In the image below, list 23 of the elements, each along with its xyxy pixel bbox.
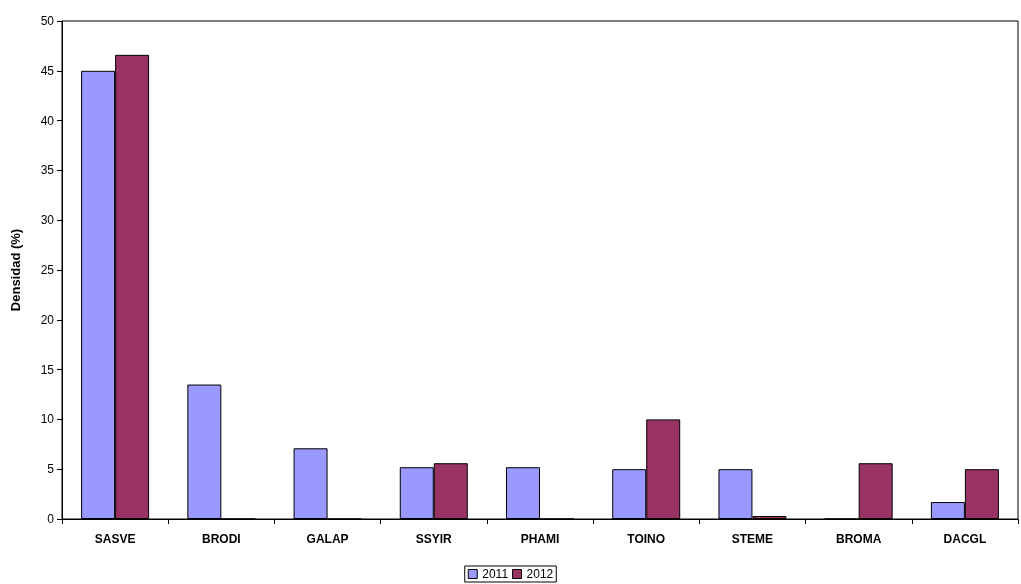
y-axis-title: Densidad (%) xyxy=(8,228,23,312)
y-tick-label: 20 xyxy=(40,312,55,327)
x-tick-label: GALAP xyxy=(306,532,349,546)
y-tick-label: 40 xyxy=(40,113,55,128)
y-tick-label: 45 xyxy=(40,63,55,78)
y-tick-label: 5 xyxy=(47,462,55,477)
legend-label: 2012 xyxy=(526,567,554,581)
x-tick-label: DACGL xyxy=(943,532,987,546)
y-tick-label: 10 xyxy=(40,412,55,427)
x-tick-label: PHAMI xyxy=(520,532,560,546)
x-tick-label: STEME xyxy=(731,532,774,546)
y-tick-label: 30 xyxy=(40,213,55,228)
y-tick-label: 15 xyxy=(40,362,55,377)
x-tick-label: SASVE xyxy=(94,532,136,546)
y-tick-label: 0 xyxy=(47,512,55,526)
x-tick-label: BRODI xyxy=(202,532,241,546)
legend-label: 2011 xyxy=(482,567,509,581)
x-tick-label: SSYIR xyxy=(415,532,453,546)
y-tick-label: 50 xyxy=(40,14,55,28)
y-tick-label: 25 xyxy=(40,263,55,277)
y-tick-label: 35 xyxy=(40,163,55,178)
x-tick-label: BROMA xyxy=(836,532,882,546)
x-tick-label: TOINO xyxy=(627,532,666,546)
